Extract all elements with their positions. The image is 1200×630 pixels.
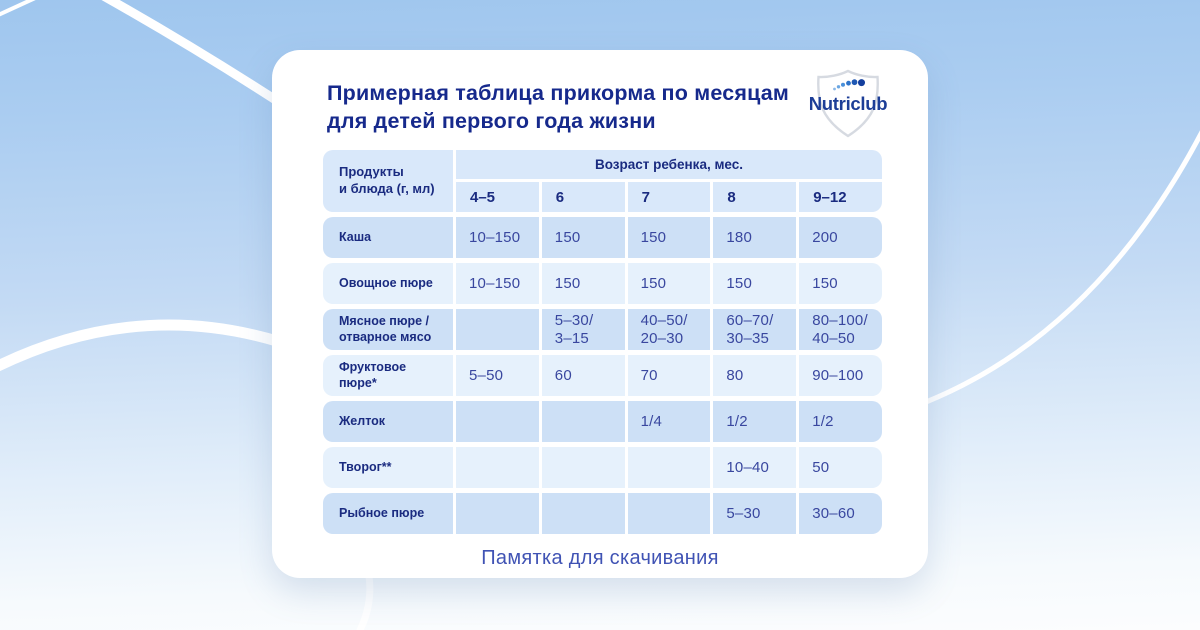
row-label: Овощное пюре <box>323 263 453 304</box>
table-cell <box>541 401 625 442</box>
curve-top-diagonal <box>101 0 293 113</box>
table-cell: 10–40 <box>713 447 797 488</box>
table-cell: 40–50/ 20–30 <box>627 309 711 350</box>
logo-dots-icon <box>833 79 865 91</box>
table-cell <box>456 401 539 442</box>
table-cell: 5–50 <box>456 355 539 396</box>
table-header-row: Продукты и блюда (г, мл) Возраст ребенка… <box>323 150 882 212</box>
table-row: Желток 1/4 1/2 1/2 <box>323 401 882 442</box>
table-row: Творог** 10–40 50 <box>323 447 882 488</box>
table-cell <box>456 493 539 534</box>
table-cell: 80–100/ 40–50 <box>799 309 882 350</box>
row-label: Мясное пюре / отварное мясо <box>323 309 453 350</box>
age-group-header: Возраст ребенка, мес. <box>456 150 882 179</box>
table-cell: 150 <box>799 263 882 304</box>
curve-top-left-corner <box>0 0 36 17</box>
table-cell <box>541 493 625 534</box>
table-cell: 10–150 <box>456 263 539 304</box>
age-column-header: 4–5 <box>456 182 539 212</box>
table-cell: 60–70/ 30–35 <box>713 309 797 350</box>
table-cell: 80 <box>713 355 797 396</box>
table-row: Мясное пюре / отварное мясо 5–30/ 3–15 4… <box>323 309 882 350</box>
logo-shield-icon <box>817 69 879 138</box>
age-columns-row: 4–5 6 7 8 9–12 <box>456 182 882 212</box>
table-cell: 150 <box>713 263 797 304</box>
table-cell: 60 <box>541 355 625 396</box>
age-column-header: 8 <box>713 182 797 212</box>
age-header-block: Возраст ребенка, мес. 4–5 6 7 8 9–12 <box>456 150 882 212</box>
row-label: Желток <box>323 401 453 442</box>
table-cell: 150 <box>541 217 625 258</box>
table-cell: 5–30 <box>713 493 797 534</box>
table-cell: 90–100 <box>799 355 882 396</box>
age-column-header: 6 <box>541 182 625 212</box>
table-row: Каша 10–150 150 150 180 200 <box>323 217 882 258</box>
content-card: Примерная таблица прикорма по месяцам дл… <box>272 50 928 578</box>
curve-bottom-streak <box>356 572 374 630</box>
row-label: Фруктовое пюре* <box>323 355 453 396</box>
table-cell: 150 <box>627 263 711 304</box>
table-cell: 10–150 <box>456 217 539 258</box>
table-cell: 1/4 <box>627 401 711 442</box>
row-label: Каша <box>323 217 453 258</box>
feeding-table: Продукты и блюда (г, мл) Возраст ребенка… <box>323 150 882 534</box>
table-cell <box>456 447 539 488</box>
table-cell <box>541 447 625 488</box>
table-cell: 150 <box>627 217 711 258</box>
logo-text: Nutriclub <box>808 93 888 114</box>
table-row: Фруктовое пюре* 5–50 60 70 80 90–100 <box>323 355 882 396</box>
table-cell: 180 <box>713 217 797 258</box>
table-cell: 50 <box>799 447 882 488</box>
corner-header-cell: Продукты и блюда (г, мл) <box>323 150 453 212</box>
row-label: Рыбное пюре <box>323 493 453 534</box>
age-column-header: 9–12 <box>799 182 882 212</box>
table-cell <box>627 493 711 534</box>
table-cell: 150 <box>541 263 625 304</box>
table-cell: 5–30/ 3–15 <box>541 309 625 350</box>
row-label: Творог** <box>323 447 453 488</box>
page-title: Примерная таблица прикорма по месяцам дл… <box>327 81 790 133</box>
nutriclub-logo: Nutriclub <box>802 66 894 144</box>
curve-left-arc <box>0 319 286 372</box>
table-row: Овощное пюре 10–150 150 150 150 150 <box>323 263 882 304</box>
table-cell: 1/2 <box>713 401 797 442</box>
table-cell <box>456 309 539 350</box>
table-row: Рыбное пюре 5–30 30–60 <box>323 493 882 534</box>
table-cell: 70 <box>627 355 711 396</box>
curve-right-arc <box>923 130 1200 405</box>
table-cell <box>627 447 711 488</box>
table-cell: 200 <box>799 217 882 258</box>
download-link[interactable]: Памятка для скачивания <box>481 547 719 569</box>
table-cell: 1/2 <box>799 401 882 442</box>
table-cell: 30–60 <box>799 493 882 534</box>
age-column-header: 7 <box>627 182 711 212</box>
